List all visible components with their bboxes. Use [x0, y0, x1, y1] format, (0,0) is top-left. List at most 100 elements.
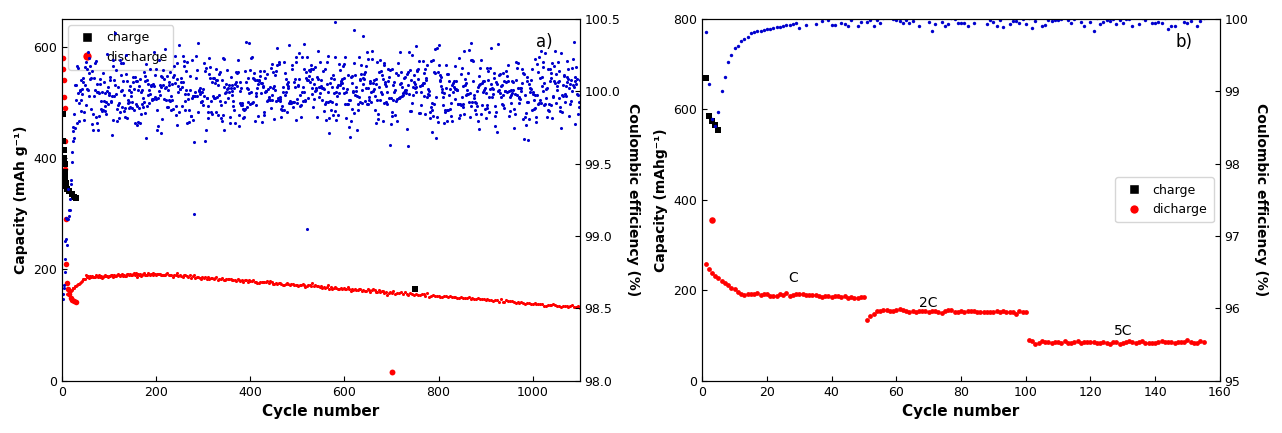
Point — [267, 45, 287, 52]
Point — [547, 59, 568, 66]
Point — [322, 98, 342, 105]
Point — [363, 86, 383, 93]
Point — [773, 23, 794, 29]
Point — [64, 125, 85, 132]
Point — [115, 272, 136, 279]
Point — [514, 70, 535, 77]
Point — [483, 90, 504, 97]
Point — [181, 94, 201, 101]
Point — [986, 22, 1006, 29]
Point — [126, 100, 146, 107]
Point — [77, 273, 97, 280]
Point — [541, 102, 562, 109]
Point — [133, 99, 154, 106]
Point — [292, 54, 313, 61]
Point — [317, 89, 337, 96]
Point — [78, 55, 99, 61]
Point — [496, 88, 517, 95]
Point — [909, 307, 929, 314]
Point — [1081, 338, 1101, 345]
Point — [528, 68, 549, 75]
Point — [245, 278, 265, 285]
Point — [312, 284, 332, 291]
Point — [776, 290, 796, 297]
Point — [226, 120, 246, 127]
Point — [78, 274, 99, 281]
Point — [476, 90, 496, 97]
Point — [514, 136, 535, 143]
Point — [56, 215, 77, 222]
Point — [358, 55, 378, 62]
Point — [538, 65, 559, 72]
Point — [108, 271, 128, 278]
Point — [563, 56, 583, 63]
Point — [205, 94, 226, 101]
Point — [144, 49, 164, 56]
Point — [119, 271, 140, 278]
Point — [519, 299, 540, 306]
Point — [53, 65, 73, 72]
Point — [860, 16, 881, 23]
Point — [68, 90, 88, 97]
Point — [396, 86, 417, 93]
Point — [773, 292, 794, 299]
Point — [345, 71, 365, 78]
Point — [724, 44, 745, 51]
Point — [399, 291, 419, 298]
Point — [331, 77, 351, 84]
Point — [194, 59, 214, 66]
Point — [1070, 339, 1091, 346]
Point — [915, 13, 936, 19]
Point — [960, 307, 981, 314]
Point — [282, 281, 303, 288]
Point — [754, 26, 774, 33]
Point — [377, 66, 397, 73]
Point — [241, 88, 262, 95]
Point — [197, 95, 218, 102]
Point — [62, 149, 82, 156]
Point — [385, 86, 405, 93]
Point — [155, 271, 176, 278]
Point — [364, 107, 385, 114]
Point — [340, 96, 360, 103]
Legend: charge, dicharge: charge, dicharge — [1115, 178, 1214, 222]
Point — [364, 76, 385, 83]
Point — [383, 288, 404, 294]
Point — [558, 75, 578, 82]
Point — [144, 82, 164, 89]
Point — [879, 308, 900, 315]
Point — [151, 84, 172, 90]
Point — [320, 284, 341, 291]
Point — [144, 96, 164, 103]
Point — [232, 102, 253, 109]
Point — [408, 65, 428, 72]
Point — [1164, 23, 1185, 30]
Point — [554, 99, 574, 106]
Point — [315, 98, 336, 105]
Point — [249, 77, 269, 84]
Point — [110, 88, 131, 95]
Point — [287, 99, 308, 106]
Point — [212, 76, 232, 83]
Point — [938, 20, 959, 27]
Point — [138, 86, 159, 93]
Point — [263, 280, 283, 287]
Point — [544, 93, 564, 100]
Point — [106, 90, 127, 97]
Point — [82, 272, 103, 279]
Point — [1094, 339, 1114, 346]
Point — [94, 98, 114, 105]
Point — [378, 95, 399, 102]
Point — [265, 68, 286, 74]
Point — [468, 84, 488, 90]
Point — [83, 273, 104, 280]
Point — [835, 292, 855, 299]
Point — [378, 290, 399, 297]
Point — [1113, 339, 1133, 346]
Point — [123, 271, 144, 278]
Point — [326, 116, 346, 123]
Point — [163, 74, 183, 81]
Point — [485, 103, 505, 110]
Point — [59, 287, 79, 294]
Point — [565, 81, 586, 87]
